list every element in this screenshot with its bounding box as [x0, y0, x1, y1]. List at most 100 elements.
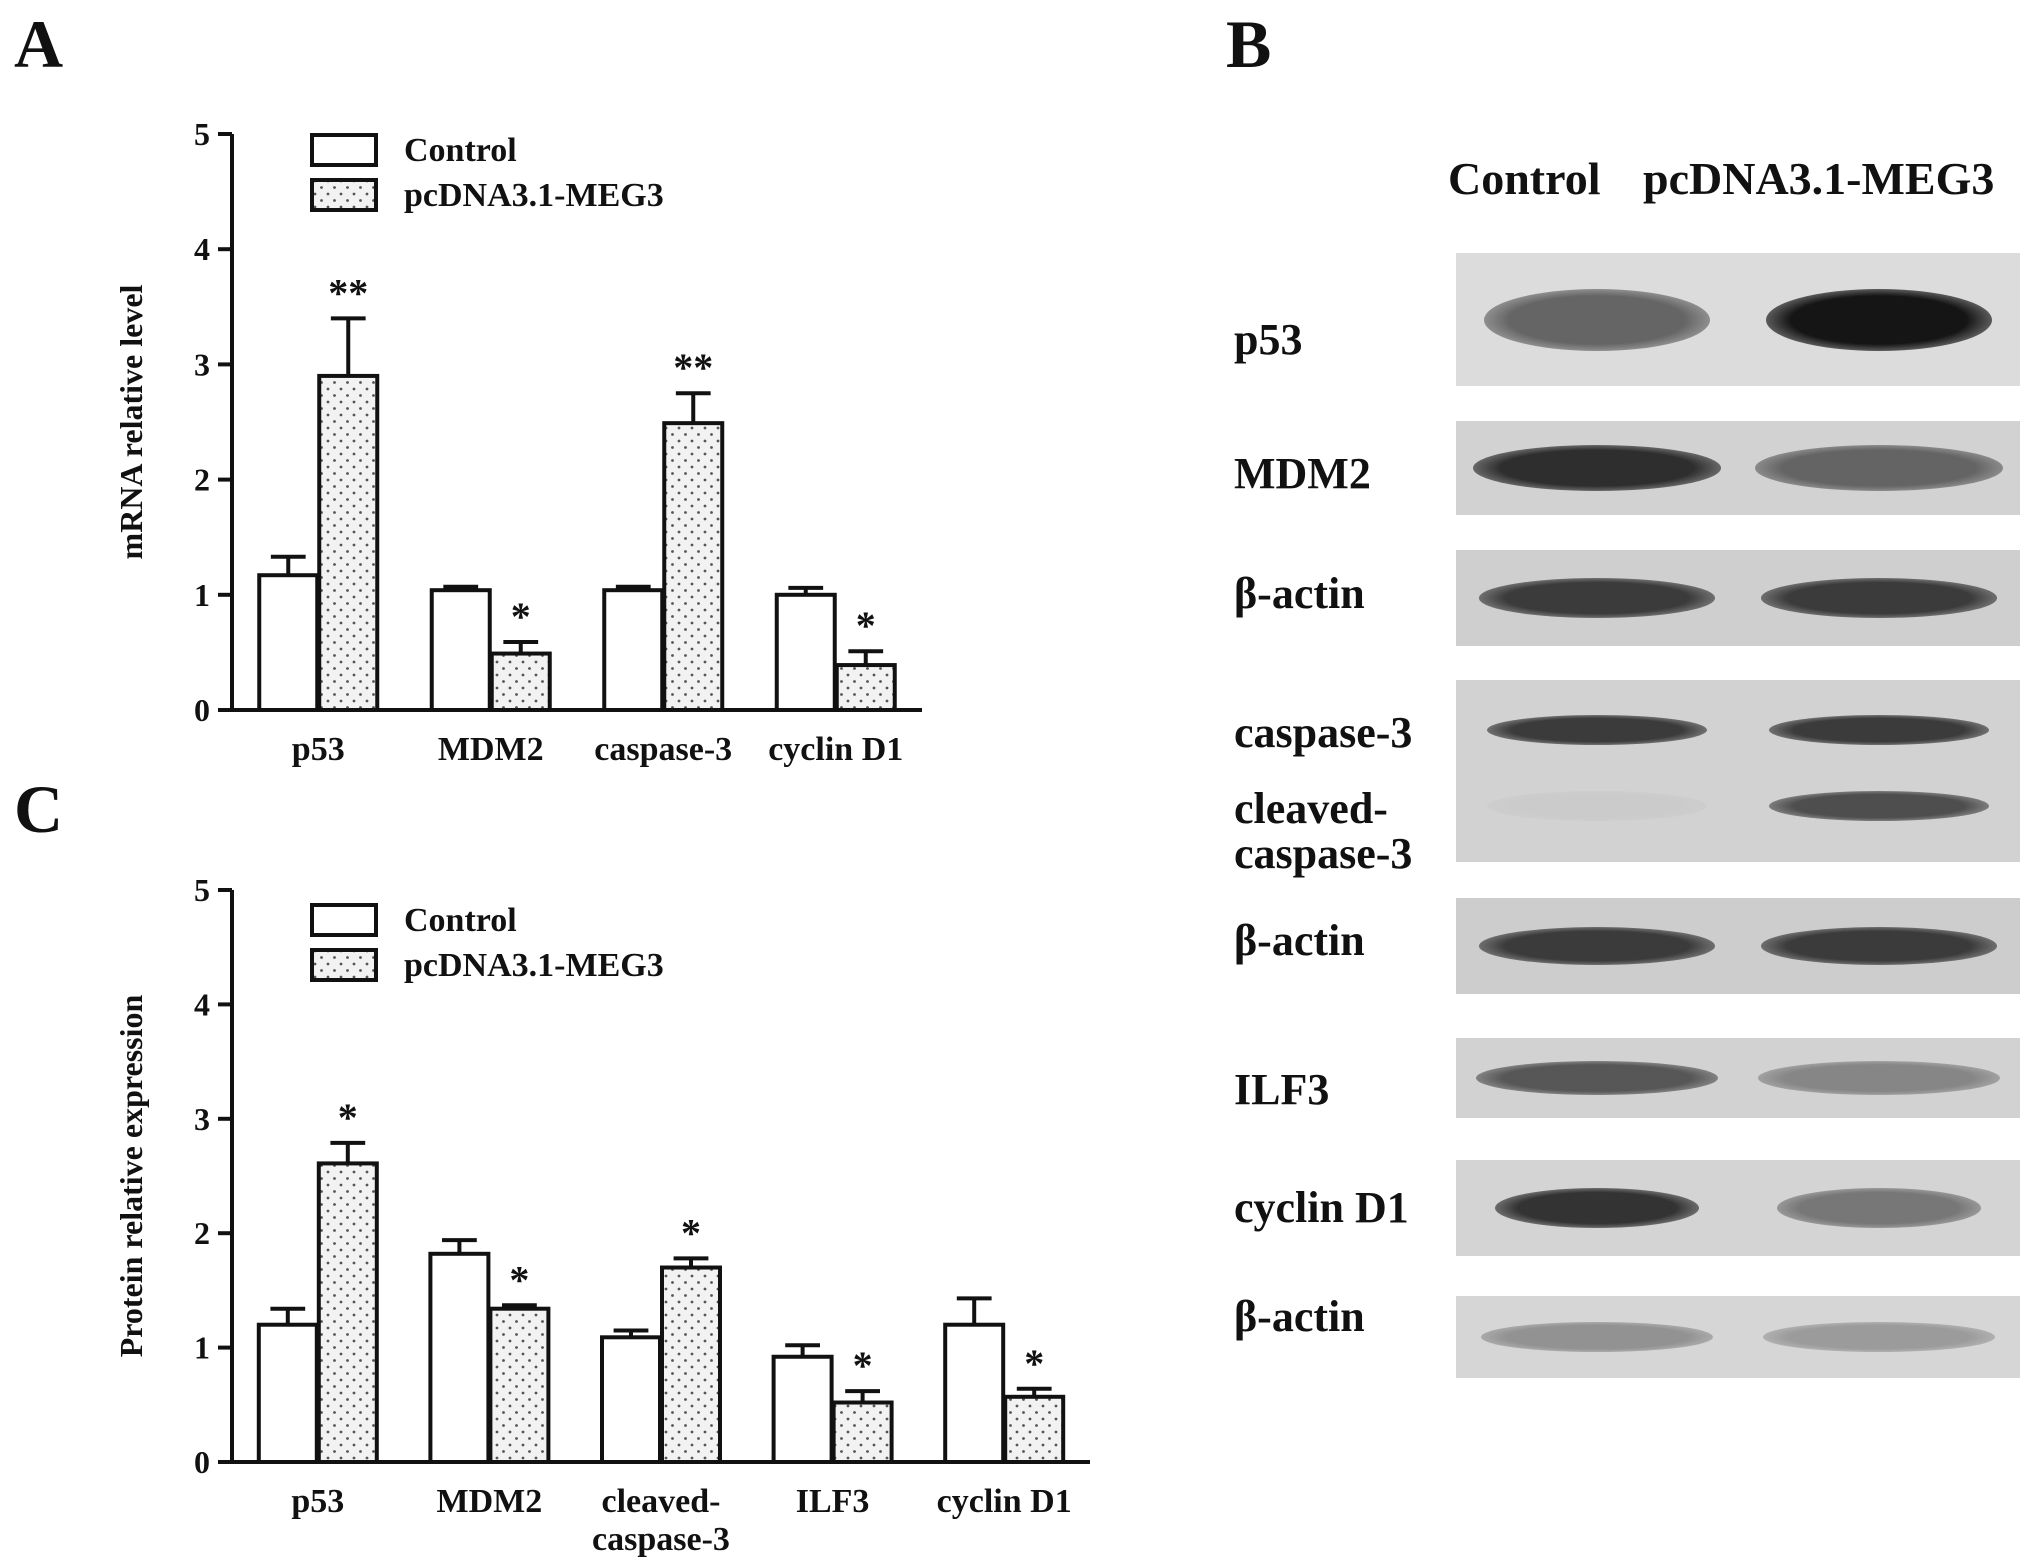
- y-tick-label: 3: [194, 1101, 210, 1137]
- bar-treatment: [834, 663, 897, 713]
- blot-lane-header-meg3: pcDNA3.1-MEG3: [1643, 153, 1995, 204]
- bar-control: [428, 1251, 491, 1464]
- blot-label-mdm2: MDM2: [1234, 449, 1371, 498]
- x-tick-label: MDM2: [438, 731, 544, 768]
- blot-band: [1769, 715, 1989, 745]
- blot-band: [1478, 578, 1716, 618]
- blot-band: [1769, 791, 1989, 821]
- y-axis-label: Protein relative expression: [113, 994, 149, 1357]
- blot-band: [1487, 791, 1707, 821]
- legend-label-control: Control: [404, 902, 517, 939]
- y-tick-label: 1: [194, 1330, 210, 1366]
- blot-band: [1760, 578, 1998, 618]
- bar-treatment: [488, 1306, 551, 1465]
- legend-label-control: Control: [404, 132, 517, 169]
- bar-control: [257, 573, 320, 712]
- significance-marker: *: [856, 603, 876, 648]
- blot-label-cyclin-d1: cyclin D1: [1234, 1183, 1409, 1232]
- chart-a-mrna: 0 1 2 3 4 5 mRNA relative level ** p53 * MDM2 ** cas…: [113, 116, 922, 768]
- blot-strip: [1456, 1160, 2020, 1256]
- panel-letter-c: C: [14, 771, 64, 847]
- y-tick-label: 5: [194, 116, 210, 152]
- blot-label-cleaved-caspase-3: cleaved- caspase-3: [1234, 784, 1413, 878]
- y-tick-label: 4: [194, 986, 210, 1022]
- blot-label-p53: p53: [1234, 315, 1303, 364]
- bar-control: [600, 1335, 662, 1464]
- blot-band: [1760, 927, 1998, 965]
- x-tick-label: p53: [291, 1483, 344, 1520]
- chart-c-protein: 0 1 2 3 4 5 Protein relative expression * p53 * MD…: [113, 872, 1090, 1558]
- blot-strip: [1456, 1038, 2020, 1118]
- blot-strip: [1456, 550, 2020, 646]
- panel-letter-a: A: [14, 6, 64, 82]
- blot-band: [1478, 927, 1716, 965]
- blot-label-ilf3: ILF3: [1234, 1065, 1330, 1114]
- x-tick-label: p53: [292, 731, 345, 768]
- blot-label-caspase-3: caspase-3: [1234, 708, 1413, 757]
- blot-band: [1763, 1322, 1995, 1352]
- blot-strip: [1456, 421, 2020, 515]
- x-tick-label: MDM2: [437, 1483, 543, 1520]
- legend-swatch-control: [310, 903, 378, 937]
- blot-band: [1766, 288, 1992, 351]
- blot-strip: [1456, 1296, 2020, 1378]
- blot-band: [1777, 1188, 1981, 1228]
- x-tick-label: caspase-3: [594, 731, 732, 768]
- y-tick-label: 4: [194, 231, 210, 267]
- significance-marker: *: [681, 1210, 701, 1255]
- x-tick-label: caspase-3: [592, 1521, 730, 1558]
- x-tick-label: cleaved-: [602, 1483, 721, 1520]
- y-tick-label: 3: [194, 346, 210, 382]
- blot-strip: [1456, 253, 2020, 386]
- y-axis-label: mRNA relative level: [113, 284, 149, 559]
- bar-treatment: [489, 651, 552, 712]
- bar-control: [943, 1322, 1006, 1464]
- legend-swatch-treatment: [310, 948, 378, 982]
- significance-marker: **: [673, 345, 713, 390]
- x-tick-label: ILF3: [796, 1483, 870, 1520]
- bar-control: [602, 588, 665, 712]
- bar-control: [774, 592, 837, 712]
- significance-marker: **: [328, 270, 368, 315]
- blot-strip: [1456, 898, 2020, 994]
- bar-treatment: [316, 1161, 379, 1464]
- blot-band: [1472, 445, 1722, 491]
- bar-control: [256, 1322, 319, 1464]
- y-tick-label: 2: [194, 1215, 210, 1251]
- blot-band: [1495, 1188, 1699, 1228]
- y-tick-label: 2: [194, 462, 210, 498]
- legend-label-treatment: pcDNA3.1-MEG3: [404, 177, 664, 214]
- blot-strip: [1456, 680, 2020, 862]
- blot-label-beta-actin-2: β-actin: [1234, 916, 1365, 965]
- significance-marker: *: [511, 594, 531, 639]
- blot-band: [1754, 445, 2004, 491]
- y-tick-label: 5: [194, 872, 210, 908]
- significance-marker: *: [1024, 1341, 1044, 1386]
- legend-label-treatment: pcDNA3.1-MEG3: [404, 947, 664, 984]
- significance-marker: *: [338, 1095, 358, 1140]
- blot-lane-header-control: Control: [1448, 153, 1601, 204]
- blot-band: [1484, 288, 1710, 351]
- blot-label-beta-actin-3: β-actin: [1234, 1292, 1365, 1341]
- significance-marker: *: [853, 1343, 873, 1388]
- bar-treatment: [660, 1265, 722, 1464]
- bar-treatment: [317, 373, 380, 712]
- legend-swatch-treatment: [310, 178, 378, 212]
- x-tick-label: cyclin D1: [937, 1483, 1072, 1520]
- y-tick-label: 0: [194, 692, 210, 728]
- blot-band: [1475, 1061, 1719, 1095]
- bar-treatment: [662, 421, 725, 712]
- panel-letter-b: B: [1226, 6, 1272, 82]
- bar-treatment: [831, 1400, 894, 1465]
- blot-label-cleaved-line2: caspase-3: [1234, 828, 1413, 878]
- blot-band: [1757, 1061, 2001, 1095]
- significance-marker: *: [509, 1257, 529, 1302]
- x-tick-label: cyclin D1: [768, 731, 903, 768]
- blot-band: [1481, 1322, 1713, 1352]
- y-tick-label: 1: [194, 577, 210, 613]
- bar-control: [771, 1354, 834, 1465]
- blot-label-cleaved-line1: cleaved-: [1234, 784, 1388, 833]
- blot-band: [1487, 715, 1707, 745]
- y-tick-label: 0: [194, 1444, 210, 1480]
